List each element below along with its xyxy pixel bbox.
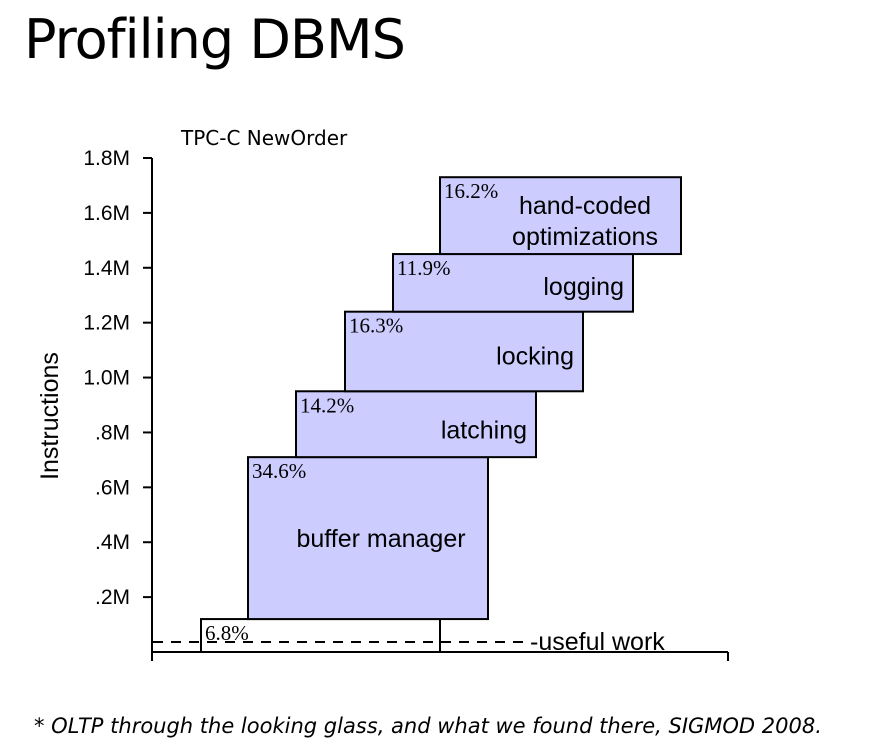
segment-percent-label: 14.2%: [300, 393, 354, 417]
segment-percent-label: 34.6%: [252, 459, 306, 483]
y-axis-label: Instructions: [36, 352, 64, 480]
bar-segment: [295, 390, 537, 459]
segment-percent-label: 11.9%: [397, 256, 450, 280]
y-tick-label: 1.4M: [83, 257, 130, 280]
bar-segment: [392, 253, 634, 313]
y-tick-label: 1.6M: [83, 202, 130, 225]
y-tick-label: .4M: [95, 531, 130, 554]
waterfall-chart: TPC-C NewOrder Instructions .2M .4M .6M .8M…: [36, 126, 729, 661]
bar-segment: [439, 176, 682, 256]
segment-name-label: buffer manager: [296, 525, 465, 553]
footnote: * OLTP through the looking glass, and wh…: [34, 714, 822, 738]
segment-percent-label: 16.2%: [444, 179, 498, 203]
bar-segments: 6.8%34.6%buffer manager14.2%latching16.3…: [200, 176, 682, 653]
reference-line-label: -useful work: [530, 628, 665, 656]
y-tick-label: 1.0M: [83, 367, 130, 390]
segment-name-label: hand-coded optimizations: [512, 192, 658, 251]
y-tick-label: .8M: [95, 421, 130, 444]
segment-name-label: latching: [441, 416, 527, 444]
bar-segment: [247, 456, 489, 621]
y-tick-label: .6M: [95, 476, 130, 499]
useful-work-reference: -useful work: [153, 628, 665, 656]
y-tick-label: 1.8M: [83, 147, 130, 170]
segment-name-label: logging: [543, 273, 624, 301]
slide-title: Profiling DBMS: [24, 8, 406, 71]
bar-segment: [200, 618, 441, 653]
segment-percent-label: 16.3%: [349, 314, 403, 338]
segment-name-label: locking: [496, 342, 574, 370]
y-tick-label: 1.2M: [83, 312, 130, 335]
y-tick-label: .2M: [95, 586, 130, 609]
y-axis-ticks: .2M .4M .6M .8M 1.0M 1.2M 1.4M 1.6M 1.8M: [83, 147, 152, 609]
chart-title: TPC-C NewOrder: [180, 126, 348, 150]
bar-segment: [344, 310, 584, 393]
